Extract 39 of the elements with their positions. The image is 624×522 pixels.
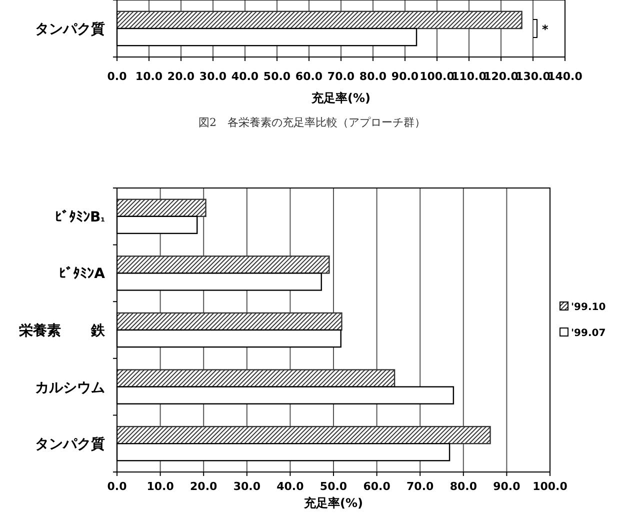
y-axis-title: 栄養素 [19, 322, 61, 339]
y-tick-label: ﾋﾞﾀﾐﾝB₁ [54, 209, 105, 226]
x-tick-label: 10.0 [135, 70, 163, 83]
x-tick-label: 90.0 [391, 70, 419, 83]
x-tick-label: 60.0 [363, 480, 391, 493]
y-tick-label: 鉄 [90, 323, 106, 339]
bar [116, 426, 491, 444]
x-tick-label: 20.0 [190, 480, 218, 493]
x-tick-label: 40.0 [231, 70, 259, 83]
legend-label: '99.07 [571, 328, 606, 339]
x-tick-label: 30.0 [233, 480, 261, 493]
x-tick-label: 30.0 [199, 70, 227, 83]
x-axis-title: 充足率(%) [310, 91, 370, 105]
y-tick-label: ﾋﾞﾀﾐﾝA [59, 266, 106, 282]
x-tick-label: 70.0 [406, 480, 434, 493]
x-tick-label: 40.0 [276, 480, 304, 493]
x-tick-label: 100.0 [532, 480, 568, 493]
legend: '99.10 '99.07 [560, 302, 606, 339]
y-tick-label: タンパク質 [35, 436, 105, 453]
x-axis-title: 充足率(%) [303, 496, 363, 510]
y-tick-label: タンパク質 [35, 20, 105, 38]
y-tick-label: カルシウム [35, 380, 105, 396]
x-tick-label: 10.0 [146, 480, 174, 493]
caption: 図2 各栄養素の充足率比較（アプローチ群） [198, 116, 426, 129]
x-tick-label: 20.0 [167, 70, 195, 83]
x-tick-label: 90.0 [493, 480, 521, 493]
x-tick-label: 60.0 [295, 70, 323, 83]
x-tick-label: 0.0 [107, 70, 128, 83]
x-tick-label: 50.0 [320, 480, 348, 493]
annotation: * [542, 22, 549, 36]
x-tick-label: 80.0 [359, 70, 387, 83]
x-tick-label: 80.0 [450, 480, 478, 493]
x-tick-label: 70.0 [327, 70, 355, 83]
x-tick-label: 0.0 [107, 480, 128, 493]
bar [116, 312, 342, 331]
bar [116, 369, 396, 388]
x-tick-label: 50.0 [263, 70, 291, 83]
bar [116, 198, 206, 217]
bar [116, 256, 330, 274]
